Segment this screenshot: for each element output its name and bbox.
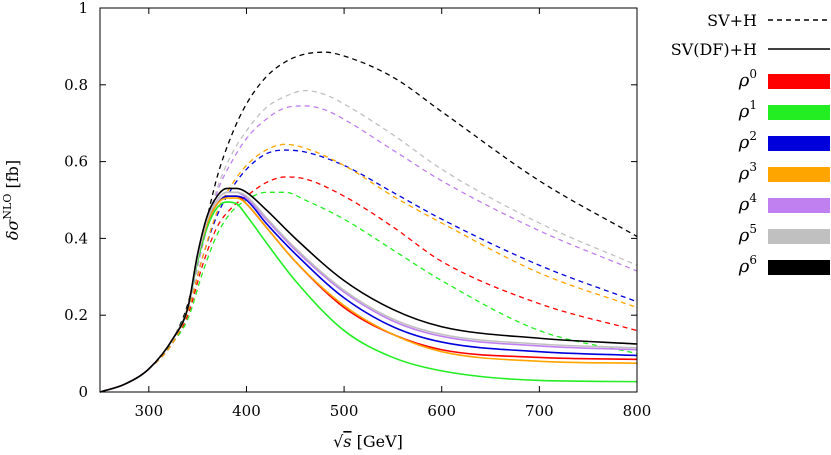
x-tick-label: 500: [330, 402, 359, 420]
y-axis-label: δσNLO [fb]: [1, 160, 22, 240]
x-tick-label: 800: [623, 402, 652, 420]
axis-tick-labels: 300 400 500 600 700 800 0 0.2 0.4 0.6 0.8 1: [64, 0, 651, 420]
legend-label: ρ5: [738, 222, 757, 246]
legend-label: ρ4: [738, 191, 758, 215]
series-line-6: [99, 51, 638, 393]
axis-ticks: [100, 7, 638, 393]
legend-label: ρ2: [738, 129, 757, 153]
x-axis-label: √s [GeV]: [333, 432, 403, 451]
y-tick-label: 0.6: [64, 153, 88, 171]
legend-label: SV+H: [707, 11, 757, 30]
legend-swatch: [768, 136, 830, 151]
series-line-0: [99, 176, 638, 393]
legend-swatch: [768, 260, 830, 275]
legend-label: ρ1: [738, 98, 757, 122]
y-tick-label: 0.2: [64, 306, 88, 324]
legend-swatch: [768, 198, 830, 213]
series-line-10: [99, 197, 638, 393]
legend-swatch: [768, 167, 830, 182]
plot-lines: [99, 51, 638, 393]
series-line-2: [99, 149, 638, 393]
x-tick-label: 700: [525, 402, 554, 420]
series-line-4: [99, 105, 638, 393]
legend-swatch: [768, 105, 830, 120]
y-tick-label: 0.8: [64, 76, 88, 94]
legend-swatch: [768, 74, 830, 89]
plot-frame: [99, 7, 638, 393]
x-tick-label: 600: [427, 402, 456, 420]
legend-label: ρ3: [738, 160, 757, 184]
legend-label: ρ6: [738, 253, 757, 277]
series-line-3: [99, 143, 638, 393]
legend: SV+H SV(DF)+H ρ0 ρ1 ρ2 ρ3 ρ4 ρ5 ρ6: [671, 11, 830, 277]
legend-label: SV(DF)+H: [671, 40, 757, 59]
x-tick-label: 300: [134, 402, 163, 420]
x-tick-label: 400: [232, 402, 261, 420]
legend-label: ρ0: [738, 67, 757, 91]
legend-swatch: [768, 229, 830, 244]
series-line-13: [99, 187, 638, 393]
y-tick-label: 0.4: [64, 229, 88, 247]
y-tick-label: 0: [78, 383, 88, 401]
y-tick-label: 1: [78, 0, 88, 17]
